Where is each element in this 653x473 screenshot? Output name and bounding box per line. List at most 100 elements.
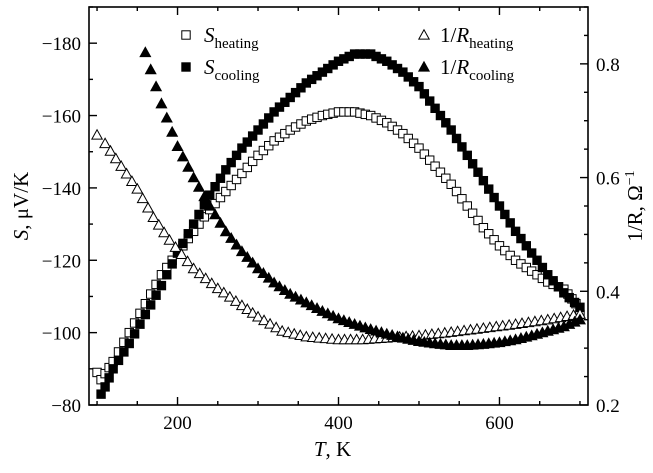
- legend-entry: Scooling: [181, 55, 260, 84]
- data-point: [104, 144, 117, 156]
- data-point: [140, 309, 151, 320]
- data-point: [290, 87, 301, 98]
- data-point: [176, 150, 189, 162]
- y-right-tick-label: 0.2: [596, 396, 620, 417]
- x-tick-label: 600: [485, 413, 514, 434]
- data-point: [553, 282, 564, 292]
- series-1-r-cooling: [139, 46, 587, 350]
- data-point: [104, 373, 114, 383]
- data-point: [398, 128, 408, 139]
- y-left-axis-label: S, μV/K: [9, 172, 33, 240]
- data-point: [124, 338, 134, 349]
- data-point: [462, 201, 472, 211]
- data-point: [230, 238, 243, 250]
- series-layer: [90, 46, 587, 399]
- data-point: [158, 226, 171, 238]
- data-point: [217, 286, 230, 298]
- data-point: [273, 280, 286, 292]
- data-point: [494, 201, 505, 211]
- data-point: [215, 192, 226, 203]
- y-left-tick-label: −100: [42, 324, 81, 345]
- data-point: [462, 150, 472, 161]
- data-point: [516, 233, 526, 244]
- data-point: [425, 155, 435, 165]
- data-point: [247, 131, 258, 141]
- data-point: [194, 209, 204, 220]
- data-point: [115, 159, 128, 171]
- data-point: [120, 167, 133, 179]
- data-point: [251, 262, 265, 274]
- data-point: [484, 184, 494, 194]
- data-point: [258, 314, 271, 326]
- legend-marker: [181, 62, 191, 72]
- data-point: [150, 80, 163, 92]
- data-point: [257, 267, 270, 278]
- data-point: [231, 174, 242, 185]
- data-point: [203, 199, 216, 211]
- data-point: [296, 83, 306, 93]
- data-point: [237, 143, 247, 153]
- data-point: [221, 186, 231, 197]
- data-point: [155, 97, 168, 109]
- data-point: [532, 255, 542, 265]
- axis-labels: T, K S, μV/K 1/R, Ω−1: [9, 170, 647, 461]
- data-point: [183, 229, 193, 239]
- series-1-r-heating: [90, 128, 587, 345]
- data-point: [478, 175, 489, 186]
- data-point: [99, 137, 112, 149]
- legend-marker: [417, 60, 431, 72]
- data-point: [270, 321, 283, 333]
- data-point: [193, 267, 206, 279]
- data-point: [264, 113, 274, 123]
- data-point: [199, 272, 212, 284]
- data-point: [152, 218, 165, 230]
- data-point: [156, 280, 167, 291]
- data-point: [521, 241, 531, 251]
- data-point: [457, 142, 467, 152]
- data-point: [147, 211, 160, 223]
- data-point: [171, 140, 184, 151]
- data-point: [209, 208, 222, 220]
- data-point: [178, 238, 188, 249]
- data-point: [231, 150, 242, 161]
- data-point: [457, 194, 467, 204]
- legend-label: Sheating: [204, 23, 259, 52]
- data-point: [108, 364, 118, 374]
- data-point: [253, 125, 263, 135]
- data-point: [543, 270, 553, 280]
- data-point: [430, 103, 440, 114]
- y-right-tick-label: 0.8: [596, 55, 620, 76]
- x-tick-label: 200: [163, 413, 192, 434]
- data-point: [169, 240, 182, 252]
- data-point: [441, 118, 451, 128]
- data-point: [408, 138, 419, 148]
- data-point: [241, 303, 254, 314]
- data-point: [573, 313, 587, 325]
- data-point: [188, 219, 199, 229]
- data-point: [258, 145, 269, 156]
- data-point: [419, 89, 430, 99]
- data-point: [131, 182, 144, 194]
- data-point: [235, 299, 248, 311]
- data-point: [505, 250, 515, 261]
- data-point: [441, 173, 451, 183]
- data-point: [435, 167, 446, 177]
- data-point: [198, 190, 211, 202]
- data-point: [210, 182, 220, 192]
- data-point: [242, 137, 252, 147]
- tick-labels: 200 400 600 −80 −100 −120 −140 −160 −180 0.2 0.4 0.…: [42, 34, 620, 434]
- data-point: [135, 319, 145, 329]
- data-point: [408, 77, 419, 87]
- data-point: [119, 347, 129, 357]
- data-point: [430, 161, 440, 171]
- y-right-axis-label: 1/R, Ω−1: [623, 170, 647, 241]
- data-point: [537, 262, 548, 273]
- y-right-tick-label: 0.6: [596, 169, 620, 190]
- x-axis-label: T, K: [314, 437, 351, 461]
- data-point: [258, 119, 269, 129]
- axis-ticks: [89, 6, 588, 406]
- data-point: [109, 152, 122, 164]
- y-left-tick-label: −160: [42, 107, 81, 128]
